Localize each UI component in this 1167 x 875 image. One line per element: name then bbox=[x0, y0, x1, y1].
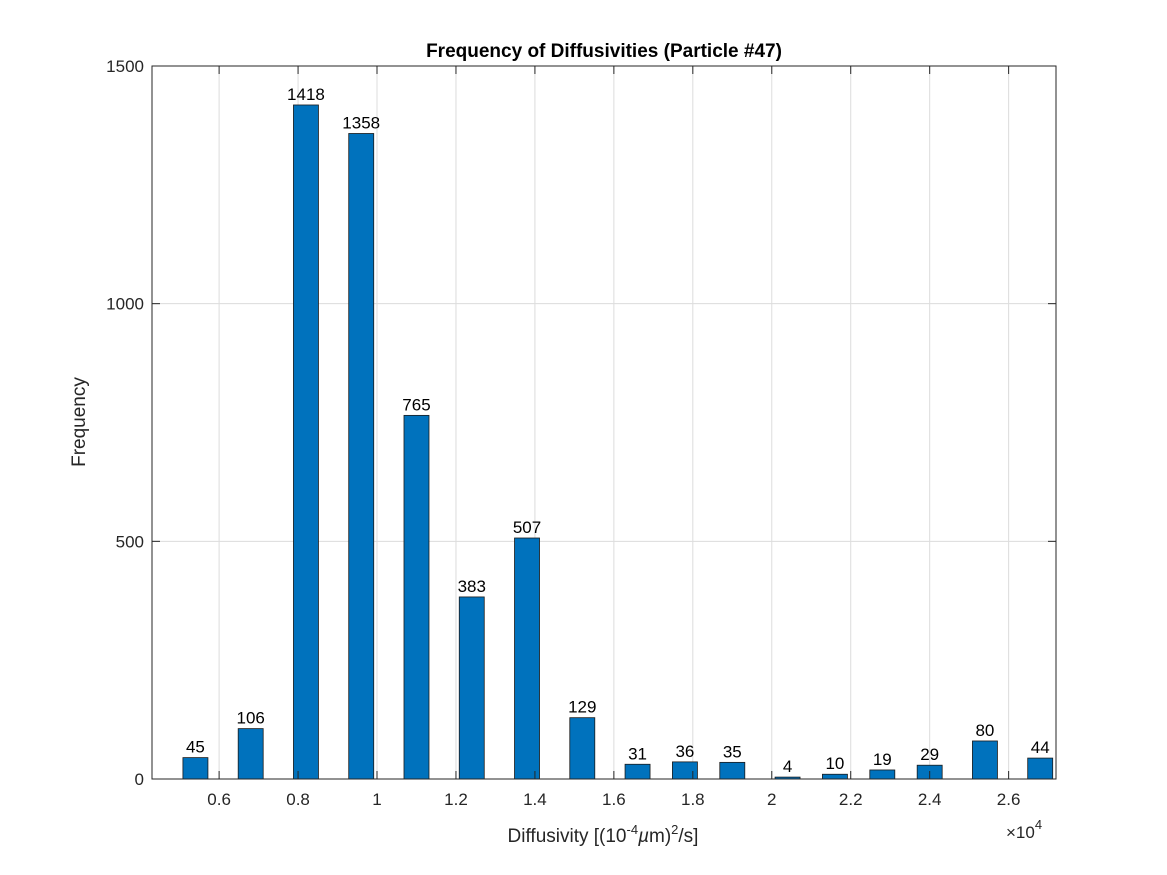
bar bbox=[514, 537, 540, 780]
data-label: 4 bbox=[783, 757, 792, 776]
data-label: 19 bbox=[873, 750, 892, 769]
x-tick-label: 1.6 bbox=[602, 790, 626, 809]
bars bbox=[182, 104, 1054, 780]
data-label: 106 bbox=[237, 709, 265, 728]
x-axis-label: Diffusivity [(10-4µm)2/s] bbox=[508, 822, 699, 847]
bar bbox=[237, 728, 264, 780]
x-exponent-label: ×104 bbox=[1006, 817, 1042, 842]
data-label: 507 bbox=[513, 518, 541, 537]
data-label: 129 bbox=[568, 698, 596, 717]
x-tick-label: 2.2 bbox=[839, 790, 863, 809]
data-label: 10 bbox=[825, 754, 844, 773]
bar bbox=[1027, 757, 1054, 780]
bar bbox=[348, 133, 375, 780]
data-label: 765 bbox=[402, 395, 430, 414]
bar bbox=[672, 761, 698, 780]
bar bbox=[458, 596, 485, 780]
data-label: 1358 bbox=[342, 113, 380, 132]
y-tick-label: 1000 bbox=[106, 295, 144, 314]
y-tick-label: 1500 bbox=[106, 57, 144, 76]
y-tick-label: 0 bbox=[135, 770, 144, 789]
data-label: 80 bbox=[975, 721, 994, 740]
bar bbox=[972, 740, 998, 780]
y-tick-labels: 0 500 1000 1500 bbox=[106, 57, 144, 789]
data-label: 44 bbox=[1031, 738, 1050, 757]
plot-area bbox=[152, 66, 1056, 779]
data-label: 31 bbox=[628, 744, 647, 763]
x-tick-label: 2.6 bbox=[997, 790, 1021, 809]
y-tick-label: 500 bbox=[116, 532, 144, 551]
bar bbox=[822, 773, 848, 780]
y-axis-label: Frequency bbox=[69, 377, 90, 467]
x-tick-label: 2 bbox=[767, 790, 776, 809]
data-label: 36 bbox=[675, 742, 694, 761]
x-tick-labels: 0.6 0.8 1 1.2 1.4 1.6 1.8 2 2.2 2.4 2.6 bbox=[207, 790, 1020, 809]
x-tick-label: 1.8 bbox=[681, 790, 705, 809]
data-label: 35 bbox=[723, 742, 742, 761]
bar bbox=[182, 757, 209, 780]
x-tick-label: 1.4 bbox=[523, 790, 547, 809]
chart-title: Frequency of Diffusivities (Particle #47… bbox=[426, 41, 782, 62]
bar bbox=[403, 414, 430, 780]
data-label: 29 bbox=[920, 745, 939, 764]
bar bbox=[569, 717, 596, 780]
bar bbox=[624, 763, 651, 780]
x-tick-label: 1 bbox=[372, 790, 381, 809]
axes-box bbox=[151, 65, 1057, 780]
tick-marks bbox=[152, 65, 1056, 780]
bar bbox=[293, 104, 319, 780]
data-label: 1418 bbox=[287, 85, 325, 104]
x-tick-label: 0.8 bbox=[286, 790, 310, 809]
data-labels: 45 106 1418 1358 765 383 507 129 31 36 35 4 10 19 29 80… bbox=[186, 85, 1050, 776]
bar bbox=[719, 761, 746, 780]
x-tick-label: 0.6 bbox=[207, 790, 231, 809]
data-label: 45 bbox=[186, 738, 205, 757]
data-label: 383 bbox=[458, 577, 486, 596]
x-tick-label: 2.4 bbox=[918, 790, 942, 809]
bar bbox=[869, 769, 896, 780]
x-tick-label: 1.2 bbox=[444, 790, 468, 809]
